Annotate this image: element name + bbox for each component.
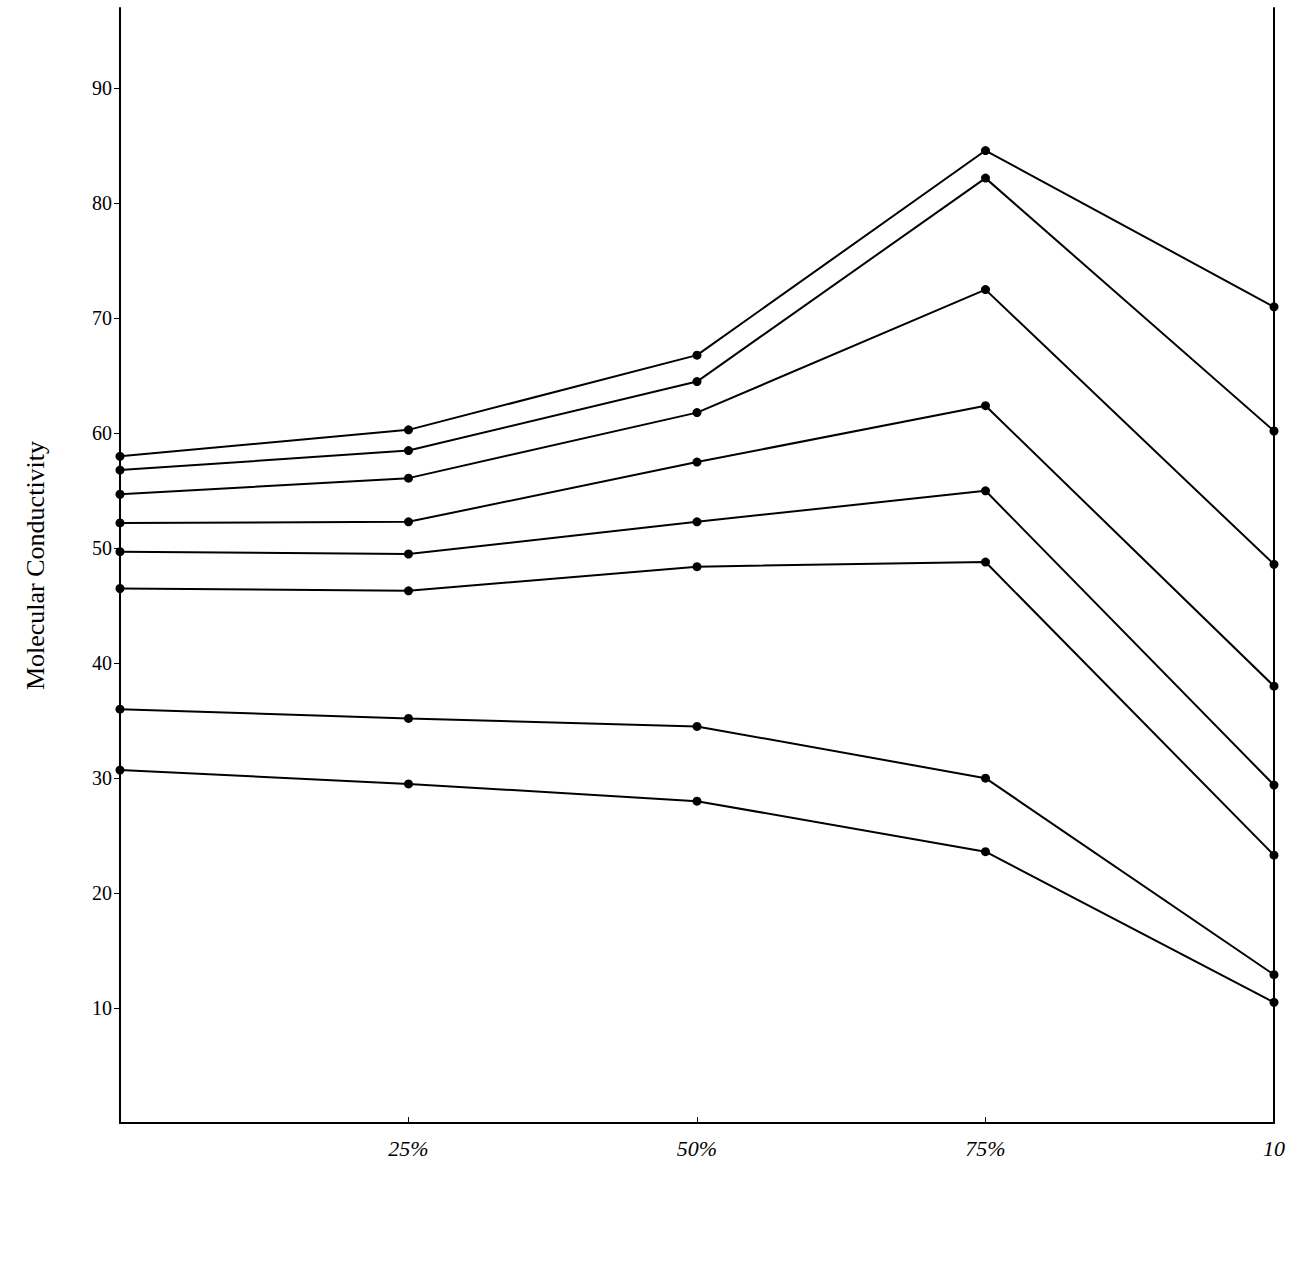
svg-text:60: 60 — [92, 422, 112, 444]
svg-text:75%: 75% — [965, 1136, 1005, 1161]
svg-text:Molecular Conductivity: Molecular Conductivity — [21, 441, 50, 690]
svg-text:20: 20 — [92, 882, 112, 904]
svg-text:10: 10 — [1263, 1136, 1285, 1161]
svg-text:50%: 50% — [677, 1136, 717, 1161]
svg-text:10: 10 — [92, 997, 112, 1019]
svg-text:70: 70 — [92, 307, 112, 329]
svg-text:90: 90 — [92, 77, 112, 99]
svg-text:25%: 25% — [388, 1136, 428, 1161]
svg-text:30: 30 — [92, 767, 112, 789]
svg-text:40: 40 — [92, 652, 112, 674]
svg-text:50: 50 — [92, 537, 112, 559]
svg-text:80: 80 — [92, 192, 112, 214]
